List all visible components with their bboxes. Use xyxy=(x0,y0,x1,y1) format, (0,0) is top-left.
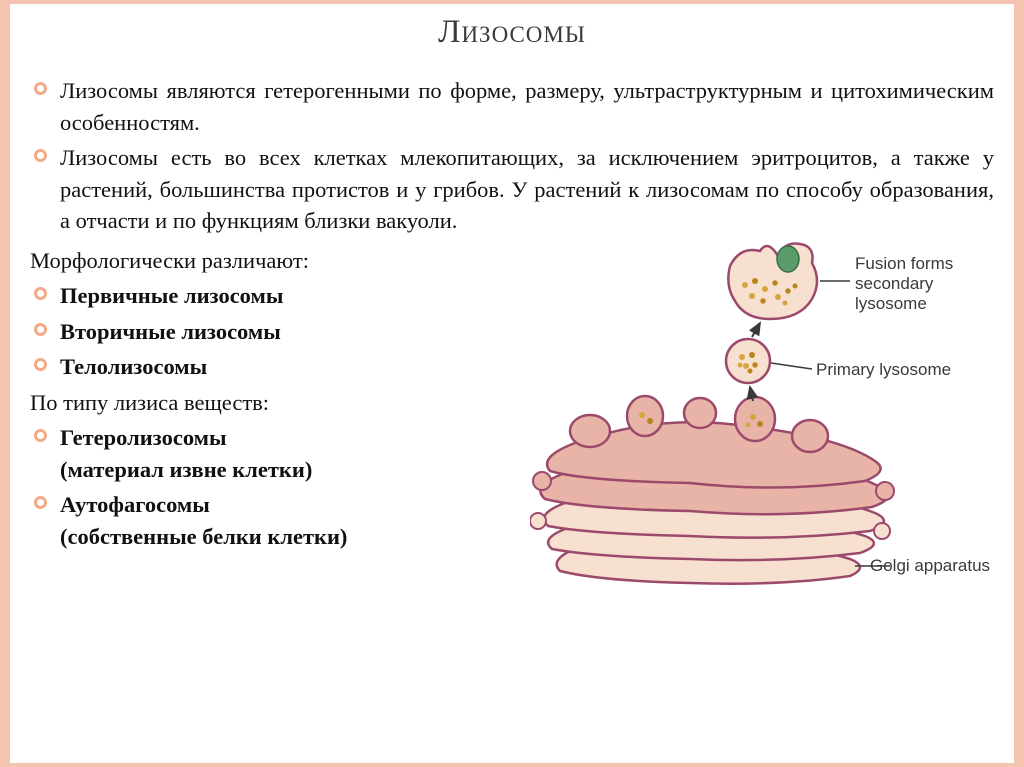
lysis-heading: По типу лизиса веществ: xyxy=(30,387,520,419)
primary-lysosome-icon xyxy=(726,339,770,383)
morph-list: Первичные лизосомы Вторичные лизосомы Те… xyxy=(30,280,520,383)
leader-line xyxy=(771,363,812,369)
bullet-icon xyxy=(34,82,47,95)
morph-text-0: Первичные лизосомы xyxy=(60,283,283,308)
lysis-sub-0: (материал извне клетки) xyxy=(60,457,312,482)
slide-content: Лизосомы Лизосомы являются гетерогенными… xyxy=(20,14,1004,759)
slide-title: Лизосомы xyxy=(20,14,1004,51)
label-secondary-1: Fusion forms xyxy=(855,254,953,273)
bullet-icon xyxy=(34,287,47,300)
arrow-icon xyxy=(752,323,760,337)
secondary-lysosome-icon xyxy=(728,243,817,319)
morph-item-1: Вторичные лизосомы xyxy=(30,316,520,348)
lysis-item-1: Аутофагосомы (собственные белки клетки) xyxy=(30,489,520,552)
intro-item-0: Лизосомы являются гетерогенными по форме… xyxy=(30,75,994,138)
content-area: Лизосомы являются гетерогенными по форме… xyxy=(20,75,1004,631)
bullet-icon xyxy=(34,496,47,509)
intro-item-1: Лизосомы есть во всех клетках млекопитаю… xyxy=(30,142,994,237)
lysis-main-1: Аутофагосомы xyxy=(60,492,210,517)
bullet-icon xyxy=(34,358,47,371)
intro-text-1: Лизосомы есть во всех клетках млекопитаю… xyxy=(60,145,994,233)
label-secondary-3: lysosome xyxy=(855,294,927,313)
intro-list: Лизосомы являются гетерогенными по форме… xyxy=(30,75,994,237)
lysis-list: Гетеролизосомы (материал извне клетки) А… xyxy=(30,422,520,552)
morph-item-2: Телолизосомы xyxy=(30,351,520,383)
lysis-main-0: Гетеролизосомы xyxy=(60,425,227,450)
two-column-row: Морфологически различают: Первичные лизо… xyxy=(30,241,994,631)
lysis-item-0: Гетеролизосомы (материал извне клетки) xyxy=(30,422,520,485)
left-column: Морфологически различают: Первичные лизо… xyxy=(30,241,520,631)
morph-text-2: Телолизосомы xyxy=(60,354,207,379)
lysis-sub-1: (собственные белки клетки) xyxy=(60,524,347,549)
label-primary: Primary lysosome xyxy=(816,360,951,379)
bullet-icon xyxy=(34,429,47,442)
intro-text-0: Лизосомы являются гетерогенными по форме… xyxy=(60,78,994,135)
lysosome-diagram: Fusion forms secondary lysosome Primary … xyxy=(530,241,990,631)
morph-text-1: Вторичные лизосомы xyxy=(60,319,281,344)
label-golgi: Golgi apparatus xyxy=(870,556,990,575)
morph-item-0: Первичные лизосомы xyxy=(30,280,520,312)
bullet-icon xyxy=(34,149,47,162)
bullet-icon xyxy=(34,323,47,336)
golgi-apparatus-icon xyxy=(530,396,894,584)
label-secondary-2: secondary xyxy=(855,274,934,293)
diagram-column: Fusion forms secondary lysosome Primary … xyxy=(526,241,994,631)
morph-heading: Морфологически различают: xyxy=(30,245,520,277)
